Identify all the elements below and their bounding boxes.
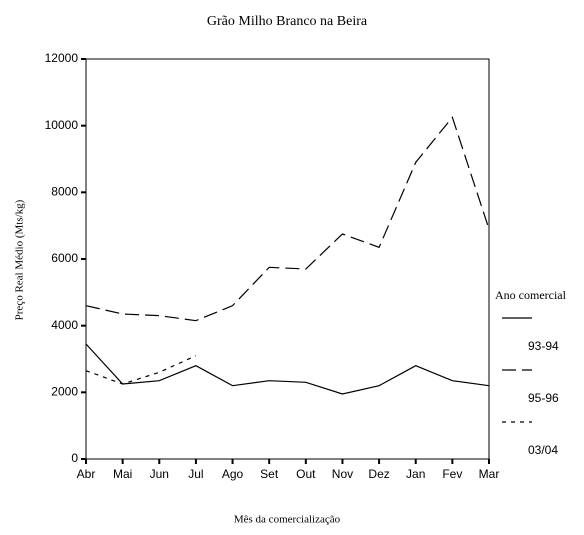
y-tick-label: 12000 [45,51,79,65]
x-tick-label: Mar [479,467,500,481]
y-tick-label: 4000 [51,318,78,332]
x-tick-label: Nov [332,467,353,481]
x-tick-label: Jan [406,467,425,481]
x-tick-label: Ago [222,467,244,481]
legend-label: 95-96 [528,391,559,405]
x-tick-label: Fev [442,467,462,481]
x-axis-label: Mês da comercialização [234,514,341,526]
x-tick-label: Jun [150,467,169,481]
y-tick-label: 10000 [45,118,79,132]
x-tick-label: Jul [188,467,203,481]
y-axis-label: Preço Real Médio (Mts/kg) [14,199,26,320]
x-tick-label: Mai [113,467,132,481]
plot-frame [85,58,490,460]
legend-label: 03/04 [528,443,558,457]
y-tick-label: 2000 [51,385,78,399]
y-tick-label: 0 [71,451,78,465]
series-line [85,343,490,395]
series-line [85,116,490,322]
x-tick-label: Out [296,467,316,481]
x-tick-label: Dez [368,467,389,481]
legend-title: Ano comercial [495,288,567,302]
y-tick-label: 6000 [51,251,78,265]
legend-label: 93-94 [528,339,559,353]
x-tick-label: Set [260,467,279,481]
x-tick-label: Abr [77,467,96,481]
y-tick-label: 8000 [51,185,78,199]
series-line [85,355,197,385]
chart-title: Grão Milho Branco na Beira [207,14,368,29]
